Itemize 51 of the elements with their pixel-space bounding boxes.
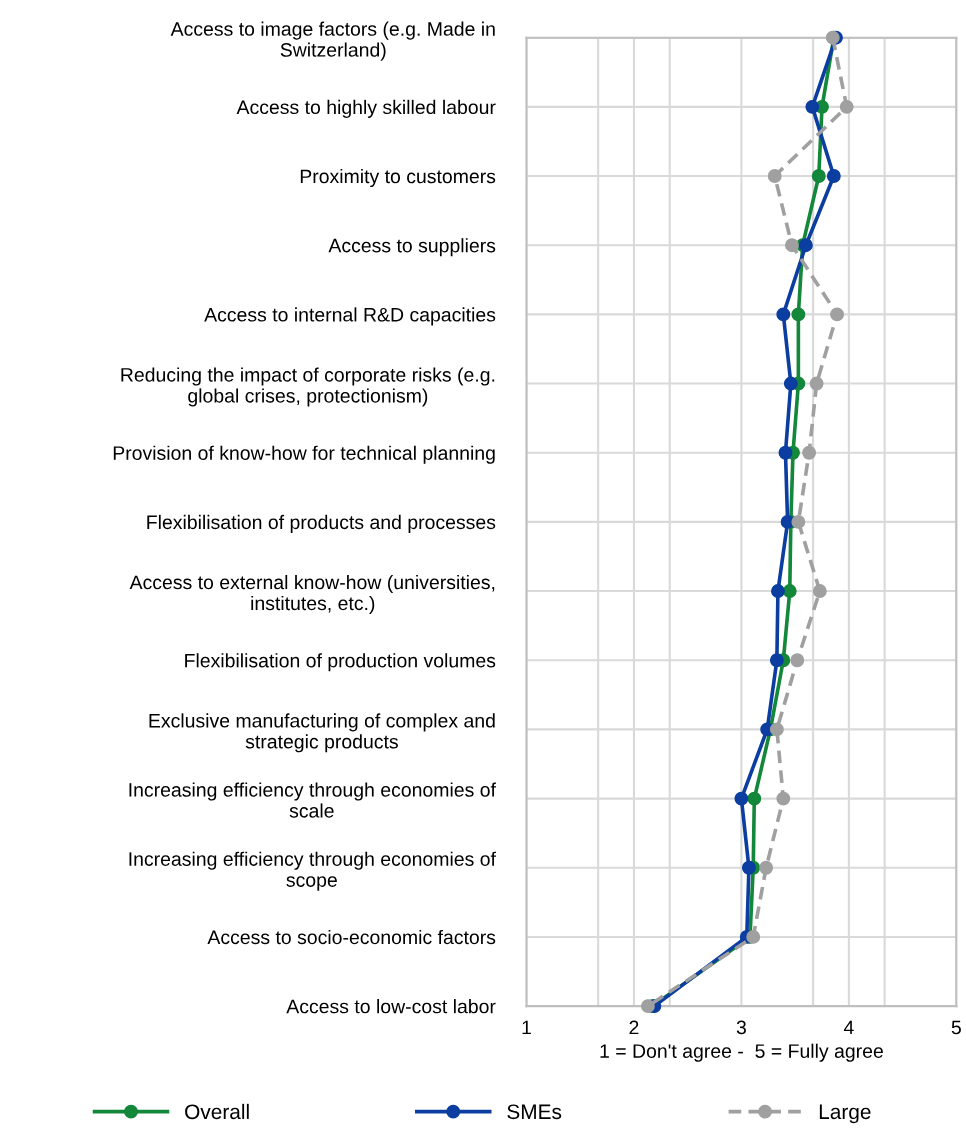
point: [783, 376, 798, 391]
point: [747, 791, 762, 806]
point: [734, 791, 749, 806]
x-tick-label: 5: [951, 1020, 961, 1035]
y-tick-label: Access to external know-how (universities, institutes, etc.): [129, 574, 495, 615]
point: [805, 99, 820, 114]
point: [767, 169, 782, 183]
point: [776, 307, 791, 322]
y-tick-label: Access to socio-economic factors: [207, 929, 496, 945]
point: [759, 860, 774, 875]
y-tick-label: Access to low-cost labor: [286, 999, 496, 1014]
x-tick-label: 2: [629, 1020, 639, 1035]
point: [769, 653, 784, 668]
point: [776, 791, 791, 806]
y-tick-label: Increasing efficiency through economies of scale: [129, 782, 496, 818]
point: [830, 307, 844, 322]
point: [770, 584, 785, 599]
point: [741, 860, 756, 875]
y-tick-label: Access to internal R&D capacities: [204, 307, 496, 326]
y-tick-label: Provision of know-how for technical planning: [113, 445, 495, 464]
y-tick-label: Reducing the impact of corporate risks (e.g. global crises, protectionism): [121, 367, 495, 407]
point: [640, 999, 655, 1014]
point: [809, 376, 824, 391]
point: [790, 653, 805, 668]
x-tick-label: 4: [843, 1020, 854, 1035]
point: [746, 929, 761, 944]
x-tick-label: 3: [736, 1020, 746, 1035]
x-axis-title: 1 = Don't agree - 5 = Fully agree: [600, 1043, 883, 1062]
point: [784, 238, 799, 253]
y-tick-label: Flexibilisation of production volumes: [185, 653, 496, 672]
y-tick-label: Access to highly skilled labour: [236, 99, 496, 118]
legend-label: Overall: [185, 1103, 249, 1120]
y-tick-label: Access to image factors (e.g. Made in Switzerland): [170, 21, 495, 61]
point: [782, 584, 797, 599]
point: [791, 307, 806, 322]
point: [811, 169, 826, 183]
point: [769, 722, 784, 737]
point: [826, 169, 841, 183]
y-tick-label: Proximity to customers: [300, 168, 496, 188]
legend-label: SMEs: [507, 1104, 562, 1120]
point: [791, 514, 806, 529]
point: [802, 445, 817, 460]
point: [812, 584, 827, 599]
point: [778, 445, 793, 460]
x-tick-label: 1: [522, 1020, 531, 1035]
point: [839, 99, 854, 114]
y-tick-label: Increasing efficiency through economies of scope: [129, 851, 496, 891]
y-tick-label: Access to suppliers: [328, 238, 496, 257]
y-tick-label: Flexibilisation of products and processes: [147, 514, 496, 533]
y-tick-label: Exclusive manufacturing of complex and strategic products: [149, 713, 495, 753]
legend-label: Large: [819, 1104, 871, 1124]
